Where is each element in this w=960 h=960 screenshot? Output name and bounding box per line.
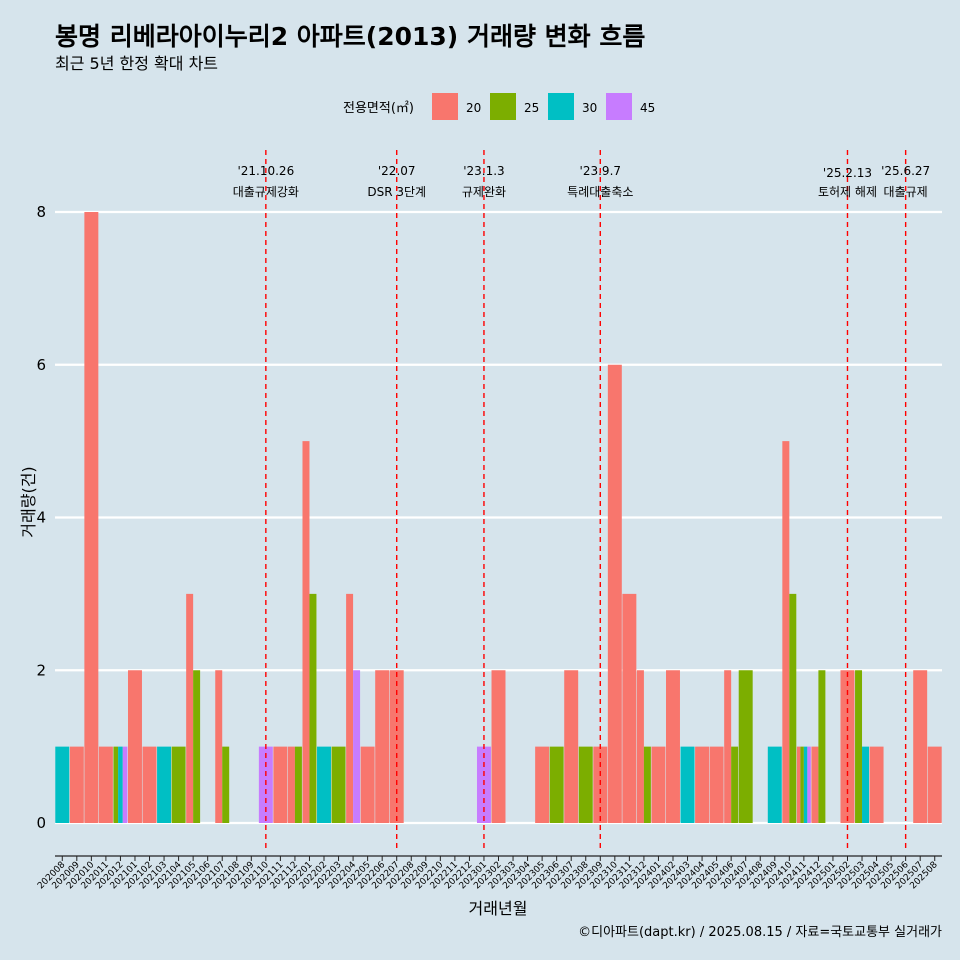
bar-202206-20 (375, 670, 390, 823)
bar-202203-25 (331, 746, 346, 823)
legend-key-20 (432, 93, 458, 120)
bar-202412-20 (811, 746, 819, 823)
bar-202411-25 (800, 746, 804, 823)
event-date: '21.10.26 (237, 164, 294, 178)
bar-202202-30 (317, 746, 331, 823)
legend-key-25 (490, 93, 516, 120)
bar-202112-25 (294, 746, 302, 823)
bar-202012-45 (122, 746, 128, 823)
bar-202310-20 (607, 364, 622, 823)
bar-202308-25 (578, 746, 593, 823)
bar-202406-25 (731, 746, 739, 823)
bar-202101-20 (127, 670, 142, 823)
bar-202102-20 (142, 746, 157, 823)
bar-202311-20 (622, 593, 637, 823)
bar-202403-30 (680, 746, 695, 823)
bar-202105-25 (193, 670, 201, 823)
y-tick-label: 6 (36, 356, 46, 374)
bar-202406-20 (724, 670, 732, 823)
bar-202307-20 (564, 670, 579, 823)
event-label: 토허제 해제 (818, 185, 877, 199)
y-tick-label: 8 (36, 203, 46, 221)
bar-202404-20 (695, 746, 710, 823)
legend-label-20: 20 (466, 101, 481, 115)
bar-202409-30 (767, 746, 782, 823)
bar-202012-30 (118, 746, 123, 823)
bar-202111-20 (273, 746, 288, 823)
bar-202201-20 (302, 441, 310, 823)
bar-202507-20 (913, 670, 928, 823)
bar-202204-20 (346, 593, 354, 823)
bar-202012-25 (113, 746, 119, 823)
bar-202103-30 (157, 746, 172, 823)
bar-202312-25 (643, 746, 651, 823)
bar-202402-20 (666, 670, 680, 823)
event-date: '22.07 (378, 164, 416, 178)
chart-subtitle: 최근 5년 한정 확대 차트 (55, 54, 218, 73)
x-axis-title: 거래년월 (469, 899, 528, 918)
bar-202205-20 (360, 746, 375, 823)
event-date: '23.1.3 (463, 164, 504, 178)
legend-key-30 (548, 93, 574, 120)
event-label: 특례대출축소 (567, 185, 633, 199)
event-date: '23.9.7 (580, 164, 621, 178)
event-label: 대출규제강화 (233, 185, 299, 199)
event-lines: '21.10.26 대출규제강화 '22.07 DSR 3단계 '23.1.3 규제완화 '… (233, 150, 930, 852)
event-label: 규제완화 (462, 185, 506, 199)
legend-label-25: 25 (524, 101, 539, 115)
y-axis-title: 거래량(건) (19, 466, 38, 537)
chart-title: 봉명 리베라아이누리2 아파트(2013) 거래량 변화 흐름 (55, 22, 645, 51)
bar-202011-20 (98, 746, 113, 823)
bar-202411-30 (803, 746, 808, 823)
legend-label-45: 45 (640, 101, 655, 115)
bar-202405-20 (709, 746, 724, 823)
y-tick-label: 4 (36, 509, 46, 527)
bar-202504-20 (869, 746, 884, 823)
bars (55, 212, 942, 823)
bar-202401-20 (651, 746, 666, 823)
bar-202411-45 (807, 746, 811, 823)
bar-202411-20 (796, 746, 801, 823)
event-label: DSR 3단계 (367, 185, 426, 199)
bar-202010-20 (84, 212, 99, 823)
bar-202410-20 (782, 441, 790, 823)
bar-202508-20 (927, 746, 942, 823)
y-tick-label: 2 (36, 661, 46, 679)
bar-202204-45 (353, 670, 361, 823)
x-axis: 2020082020092020102020112020122021012021… (36, 855, 942, 891)
bar-202410-25 (789, 593, 797, 823)
legend-key-45 (606, 93, 632, 120)
y-axis: 0 2 4 6 8 (36, 203, 46, 832)
bar-202105-20 (186, 593, 194, 823)
bar-202503-25 (855, 670, 863, 823)
bar-202107-20 (215, 670, 223, 823)
legend: 전용면적(㎡) 20 25 30 45 (343, 93, 655, 120)
bar-202407-25 (738, 670, 753, 823)
bar-202104-25 (171, 746, 186, 823)
bar-202503-30 (862, 746, 870, 823)
bar-202312-20 (636, 670, 644, 823)
bar-202008-30 (55, 746, 70, 823)
bar-202009-20 (69, 746, 84, 823)
legend-label-30: 30 (582, 101, 597, 115)
event-date: '25.2.13 (823, 166, 872, 180)
bar-202305-20 (535, 746, 550, 823)
bar-202201-25 (309, 593, 317, 823)
bar-202412-25 (818, 670, 826, 823)
event-label: 대출규제 (884, 185, 928, 199)
y-tick-label: 0 (36, 814, 46, 832)
bar-202107-25 (222, 746, 230, 823)
bar-202302-20 (491, 670, 506, 823)
event-date: '25.6.27 (881, 164, 930, 178)
caption: ©디아파트(dapt.kr) / 2025.08.15 / 자료=국토교통부 실… (578, 925, 942, 940)
bar-202306-25 (549, 746, 564, 823)
bar-202112-20 (287, 746, 295, 823)
legend-title: 전용면적(㎡) (343, 101, 414, 116)
